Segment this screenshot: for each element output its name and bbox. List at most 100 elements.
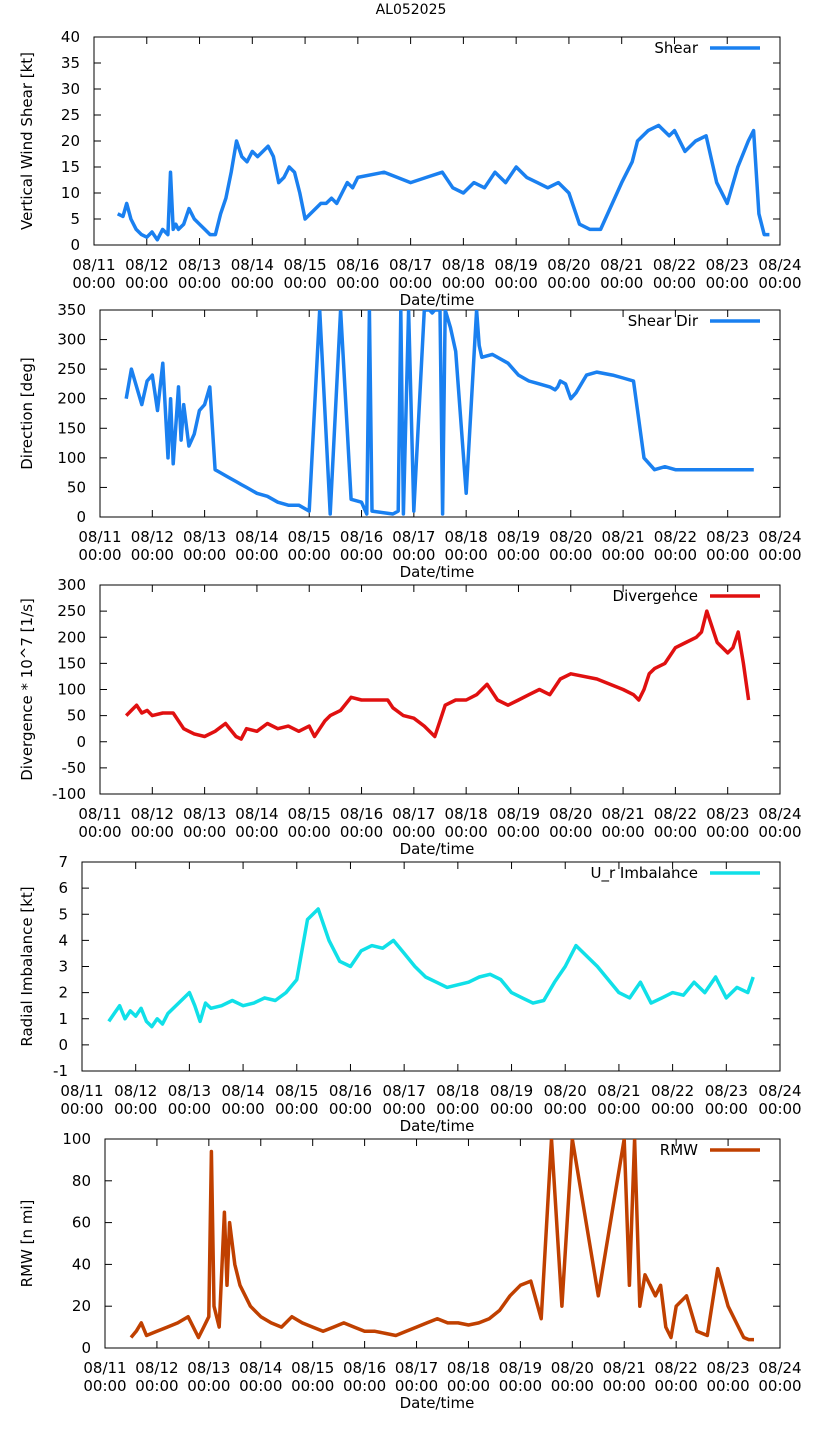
y-tick-label: 5	[70, 210, 80, 228]
x-tick-label: 00:00	[235, 546, 278, 564]
y-tick-label: 80	[72, 1172, 91, 1190]
x-tick-label: 08/20	[551, 1359, 594, 1377]
x-tick-label: 00:00	[343, 1377, 386, 1395]
x-tick-label: 08/16	[343, 1359, 386, 1377]
x-tick-label: 00:00	[651, 1100, 694, 1118]
x-tick-label: 08/24	[758, 1082, 801, 1100]
x-tick-label: 08/12	[125, 256, 168, 274]
y-tick-label: 20	[72, 1297, 91, 1315]
x-tick-label: 08/23	[706, 1359, 749, 1377]
y-tick-label: 250	[57, 360, 86, 378]
x-axis-label: Date/time	[400, 1394, 475, 1412]
x-tick-label: 08/17	[392, 805, 435, 823]
x-tick-label: 08/11	[60, 1082, 103, 1100]
x-tick-label: 00:00	[445, 546, 488, 564]
x-tick-label: 00:00	[168, 1100, 211, 1118]
x-tick-label: 08/16	[336, 256, 379, 274]
x-tick-label: 08/24	[758, 256, 801, 274]
x-tick-label: 08/20	[549, 805, 592, 823]
x-tick-label: 08/15	[288, 805, 331, 823]
x-tick-label: 08/21	[600, 256, 643, 274]
x-axis-label: Date/time	[400, 1117, 475, 1135]
x-tick-label: 00:00	[178, 274, 221, 292]
x-tick-label: 08/22	[654, 805, 697, 823]
legend-label: Shear	[654, 39, 698, 57]
chart-panel-2	[99, 309, 781, 518]
x-tick-label: 00:00	[551, 1377, 594, 1395]
y-tick-label: 50	[67, 478, 86, 496]
x-tick-label: 08/24	[758, 1359, 801, 1377]
x-tick-label: 08/16	[340, 805, 383, 823]
y-tick-label: 0	[70, 236, 80, 254]
x-tick-label: 08/23	[706, 805, 749, 823]
y-tick-label: 60	[72, 1214, 91, 1232]
x-tick-label: 00:00	[758, 546, 801, 564]
y-tick-label: 7	[58, 853, 68, 871]
x-tick-label: 00:00	[183, 546, 226, 564]
x-tick-label: 00:00	[705, 1100, 748, 1118]
x-tick-label: 08/19	[497, 805, 540, 823]
x-tick-label: 08/13	[183, 528, 226, 546]
y-axis-label: Vertical Wind Shear [kt]	[18, 52, 36, 230]
y-axis-label: Direction [deg]	[18, 357, 36, 470]
x-tick-label: 00:00	[758, 1100, 801, 1118]
y-tick-label: 10	[61, 184, 80, 202]
y-tick-label: 100	[62, 1130, 91, 1148]
y-axis-label: Radial Imbalance [kt]	[18, 886, 36, 1046]
x-tick-label: 00:00	[389, 274, 432, 292]
y-tick-label: 0	[81, 1339, 91, 1357]
series-line-divergence	[124, 609, 751, 741]
x-tick-label: 08/22	[653, 256, 696, 274]
x-tick-label: 08/16	[329, 1082, 372, 1100]
series-line-shear-dir	[124, 310, 754, 516]
x-tick-label: 00:00	[187, 1377, 230, 1395]
x-tick-label: 08/15	[275, 1082, 318, 1100]
chart-panel-4	[81, 861, 781, 1072]
x-tick-label: 08/18	[436, 1082, 479, 1100]
x-tick-label: 00:00	[135, 1377, 178, 1395]
x-tick-label: 00:00	[239, 1377, 282, 1395]
x-tick-label: 00:00	[275, 1100, 318, 1118]
x-tick-label: 08/15	[288, 528, 331, 546]
y-tick-label: 6	[58, 879, 68, 897]
x-tick-label: 08/19	[497, 528, 540, 546]
x-tick-label: 00:00	[392, 546, 435, 564]
x-tick-label: 00:00	[597, 1100, 640, 1118]
x-tick-label: 00:00	[758, 274, 801, 292]
x-tick-label: 08/23	[706, 256, 749, 274]
x-tick-label: 00:00	[291, 1377, 334, 1395]
y-tick-label: 100	[57, 681, 86, 699]
x-tick-label: 00:00	[283, 274, 326, 292]
x-tick-label: 08/24	[758, 528, 801, 546]
x-axis-label: Date/time	[400, 563, 475, 581]
x-tick-label: 08/20	[547, 256, 590, 274]
x-tick-label: 00:00	[706, 274, 749, 292]
y-tick-label: 50	[67, 707, 86, 725]
x-tick-label: 08/18	[445, 805, 488, 823]
y-tick-label: 30	[61, 80, 80, 98]
x-tick-label: 00:00	[601, 546, 644, 564]
y-tick-label: 0	[76, 508, 86, 526]
x-tick-label: 00:00	[131, 823, 174, 841]
y-tick-label: 4	[58, 931, 68, 949]
x-tick-label: 08/19	[490, 1082, 533, 1100]
x-tick-label: 00:00	[288, 823, 331, 841]
x-tick-label: 08/13	[187, 1359, 230, 1377]
x-tick-label: 00:00	[288, 546, 331, 564]
x-tick-label: 00:00	[72, 274, 115, 292]
y-axis-label: Divergence * 10^7 [1/s]	[18, 598, 36, 781]
x-tick-label: 00:00	[445, 823, 488, 841]
x-tick-label: 08/14	[235, 805, 278, 823]
x-tick-label: 08/19	[495, 256, 538, 274]
x-tick-label: 00:00	[655, 1377, 698, 1395]
y-tick-label: 25	[61, 106, 80, 124]
x-tick-label: 00:00	[654, 823, 697, 841]
x-tick-label: 00:00	[442, 274, 485, 292]
x-tick-label: 00:00	[600, 274, 643, 292]
chart-panel-1	[93, 36, 781, 246]
legend-label: U_r Imbalance	[590, 864, 698, 883]
y-tick-label: 350	[57, 301, 86, 319]
x-tick-label: 08/12	[135, 1359, 178, 1377]
x-tick-label: 00:00	[336, 274, 379, 292]
series-line-shear	[116, 123, 770, 242]
